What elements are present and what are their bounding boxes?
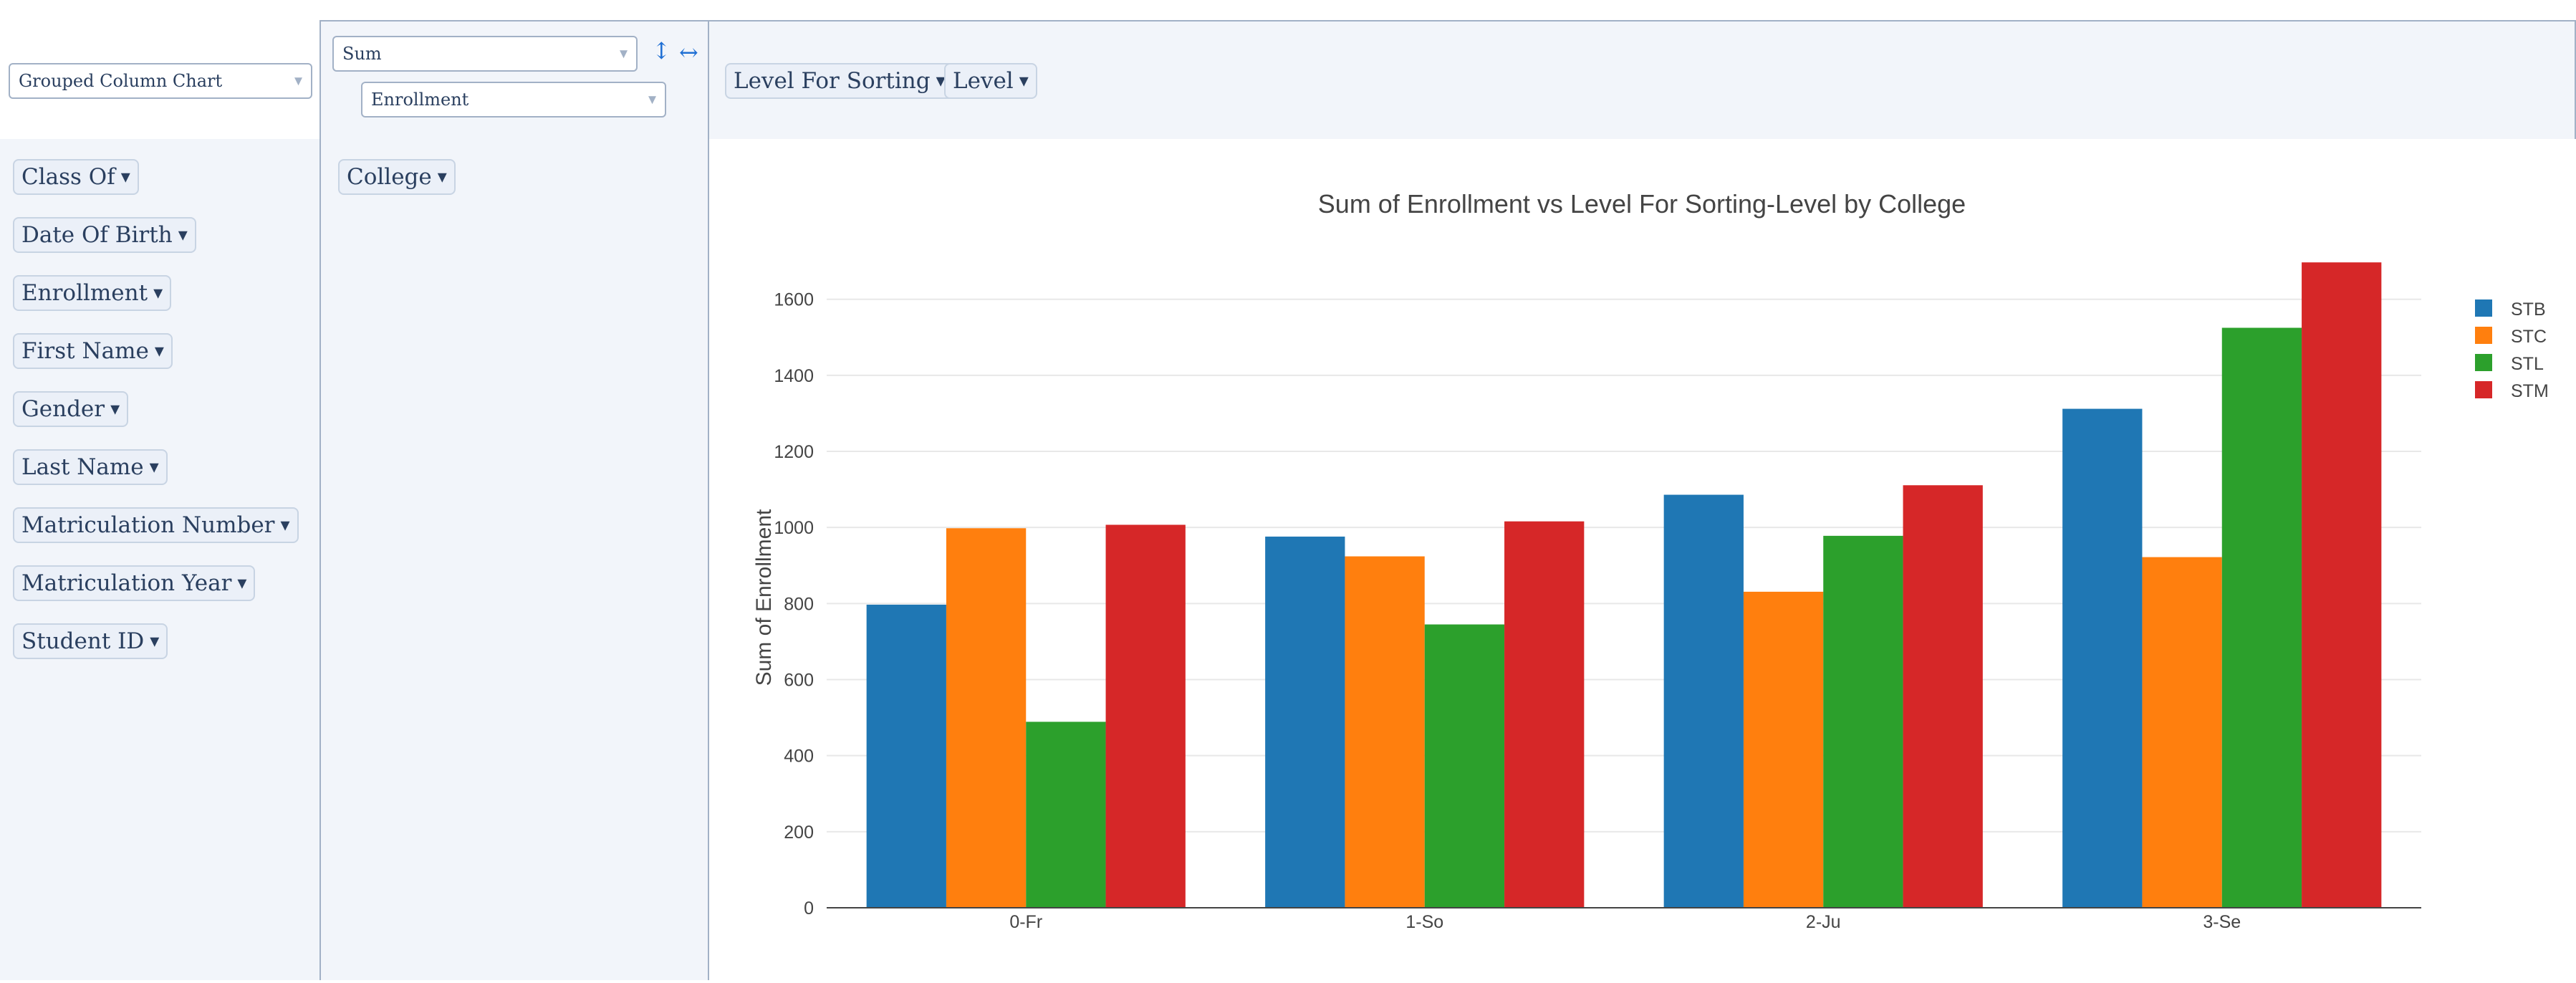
bar-stm-2-ju[interactable] [1903, 485, 1983, 908]
x-tick-label: 1-So [1405, 912, 1443, 932]
legend-swatch-stb[interactable] [2475, 299, 2492, 317]
field-label: First Name [21, 338, 149, 364]
field-gender[interactable]: Gender ▾ [13, 391, 128, 427]
field-last-name[interactable]: Last Name ▾ [13, 449, 168, 485]
chevron-down-icon[interactable]: ▾ [150, 630, 159, 652]
field-first-name[interactable]: First Name ▾ [13, 333, 173, 369]
bar-stm-0-fr[interactable] [1106, 524, 1186, 908]
bar-stb-2-ju[interactable] [1664, 495, 1744, 908]
bar-stc-0-fr[interactable] [946, 528, 1026, 908]
aggregator-select-value: Sum [342, 44, 382, 64]
x-tick-label: 0-Fr [1009, 912, 1042, 932]
bar-stc-2-ju[interactable] [1744, 592, 1823, 908]
field-student-id[interactable]: Student ID ▾ [13, 623, 168, 659]
field-label: Last Name [21, 454, 144, 480]
aggregator-attribute-select[interactable]: Enrollment ▾ [361, 82, 666, 118]
bars [867, 262, 2382, 908]
aggregator-select[interactable]: Sum ▾ [332, 36, 638, 72]
y-axis-label: Sum of Enrollment [752, 509, 776, 686]
bar-stb-3-se[interactable] [2062, 409, 2142, 908]
col-field-level[interactable]: Level ▾ [944, 63, 1037, 99]
field-label: Enrollment [21, 280, 148, 306]
unused-fields-panel: Class Of ▾ Date Of Birth ▾ Enrollment ▾ … [0, 139, 319, 980]
chevron-down-icon[interactable]: ▾ [438, 166, 447, 188]
chevron-down-icon: ▾ [648, 91, 656, 109]
chevron-down-icon[interactable]: ▾ [178, 224, 188, 246]
column-fields-panel: Level For Sorting ▾ Level ▾ [708, 20, 2576, 140]
y-tick-label: 1600 [774, 290, 814, 310]
y-tick-label: 200 [784, 823, 814, 843]
chevron-down-icon[interactable]: ▾ [237, 572, 246, 594]
row-fields-panel: College ▾ [319, 139, 709, 980]
field-date-of-birth[interactable]: Date Of Birth ▾ [13, 217, 196, 253]
y-tick-label: 0 [804, 898, 814, 919]
field-label: Matriculation Number [21, 512, 275, 538]
field-class-of[interactable]: Class Of ▾ [13, 159, 139, 195]
field-label: Matriculation Year [21, 570, 231, 596]
bar-stl-3-se[interactable] [2222, 328, 2302, 908]
bar-stb-1-so[interactable] [1265, 537, 1345, 908]
grouped-column-chart: Sum of Enrollment vs Level For Sorting-L… [709, 139, 2575, 980]
field-label: Student ID [21, 628, 144, 654]
x-tick-labels: 0-Fr 1-So 2-Ju 3-Se [1009, 912, 2241, 932]
bar-stl-0-fr[interactable] [1026, 721, 1105, 908]
field-enrollment[interactable]: Enrollment ▾ [13, 275, 171, 311]
legend-swatch-stc[interactable] [2475, 327, 2492, 344]
bar-stm-1-so[interactable] [1504, 522, 1584, 908]
chevron-down-icon[interactable]: ▾ [121, 166, 130, 188]
field-matriculation-number[interactable]: Matriculation Number ▾ [13, 507, 299, 543]
aggregator-panel: Sum ▾ ↕ ↔ Enrollment ▾ [319, 20, 709, 140]
col-order-toggle[interactable]: ↔ [679, 39, 698, 66]
renderer-select-value: Grouped Column Chart [19, 71, 222, 91]
field-matriculation-year[interactable]: Matriculation Year ▾ [13, 565, 255, 601]
y-tick-label: 1200 [774, 442, 814, 462]
y-tick-labels: 0 200 400 600 800 1000 1200 1400 1600 [774, 290, 814, 919]
x-tick-label: 2-Ju [1806, 912, 1841, 932]
chart-panel: Sum of Enrollment vs Level For Sorting-L… [708, 139, 2576, 980]
bar-stm-3-se[interactable] [2302, 262, 2381, 908]
legend-label-stm[interactable]: STM [2511, 381, 2549, 401]
renderer-panel: Grouped Column Chart ▾ [0, 0, 319, 140]
legend-swatch-stl[interactable] [2475, 354, 2492, 371]
chevron-down-icon: ▾ [620, 45, 628, 63]
field-label: Date Of Birth [21, 222, 173, 248]
y-tick-label: 1400 [774, 366, 814, 386]
chevron-down-icon[interactable]: ▾ [281, 514, 290, 536]
legend-label-stc[interactable]: STC [2511, 327, 2547, 347]
bar-stc-1-so[interactable] [1345, 557, 1424, 908]
y-tick-label: 800 [784, 594, 814, 614]
chevron-down-icon: ▾ [294, 72, 302, 90]
row-order-toggle[interactable]: ↕ [652, 37, 671, 64]
chevron-down-icon[interactable]: ▾ [1019, 70, 1029, 92]
chart-title: Sum of Enrollment vs Level For Sorting-L… [1318, 189, 1966, 219]
bar-stc-3-se[interactable] [2142, 557, 2221, 908]
col-field-level-for-sorting[interactable]: Level For Sorting ▾ [725, 63, 954, 99]
chevron-down-icon[interactable]: ▾ [110, 398, 120, 420]
row-field-college[interactable]: College ▾ [338, 159, 456, 195]
field-label: Class Of [21, 164, 115, 190]
legend[interactable]: STB STC STL STM [2475, 299, 2549, 401]
x-tick-label: 3-Se [2203, 912, 2241, 932]
y-tick-label: 1000 [774, 518, 814, 538]
field-label: Level For Sorting [734, 68, 931, 94]
chevron-down-icon[interactable]: ▾ [155, 340, 164, 362]
legend-label-stb[interactable]: STB [2511, 299, 2546, 320]
chevron-down-icon[interactable]: ▾ [153, 282, 163, 304]
chevron-down-icon[interactable]: ▾ [150, 456, 159, 478]
field-label: College [347, 164, 432, 190]
field-label: Gender [21, 396, 105, 422]
y-tick-label: 600 [784, 671, 814, 691]
y-tick-label: 400 [784, 747, 814, 767]
aggregator-attribute-value: Enrollment [371, 90, 468, 110]
bar-stb-0-fr[interactable] [867, 605, 946, 908]
field-label: Level [953, 68, 1014, 94]
legend-label-stl[interactable]: STL [2511, 354, 2544, 374]
renderer-select[interactable]: Grouped Column Chart ▾ [9, 63, 312, 99]
bar-stl-2-ju[interactable] [1823, 536, 1903, 908]
bar-stl-1-so[interactable] [1425, 625, 1504, 908]
legend-swatch-stm[interactable] [2475, 381, 2492, 398]
